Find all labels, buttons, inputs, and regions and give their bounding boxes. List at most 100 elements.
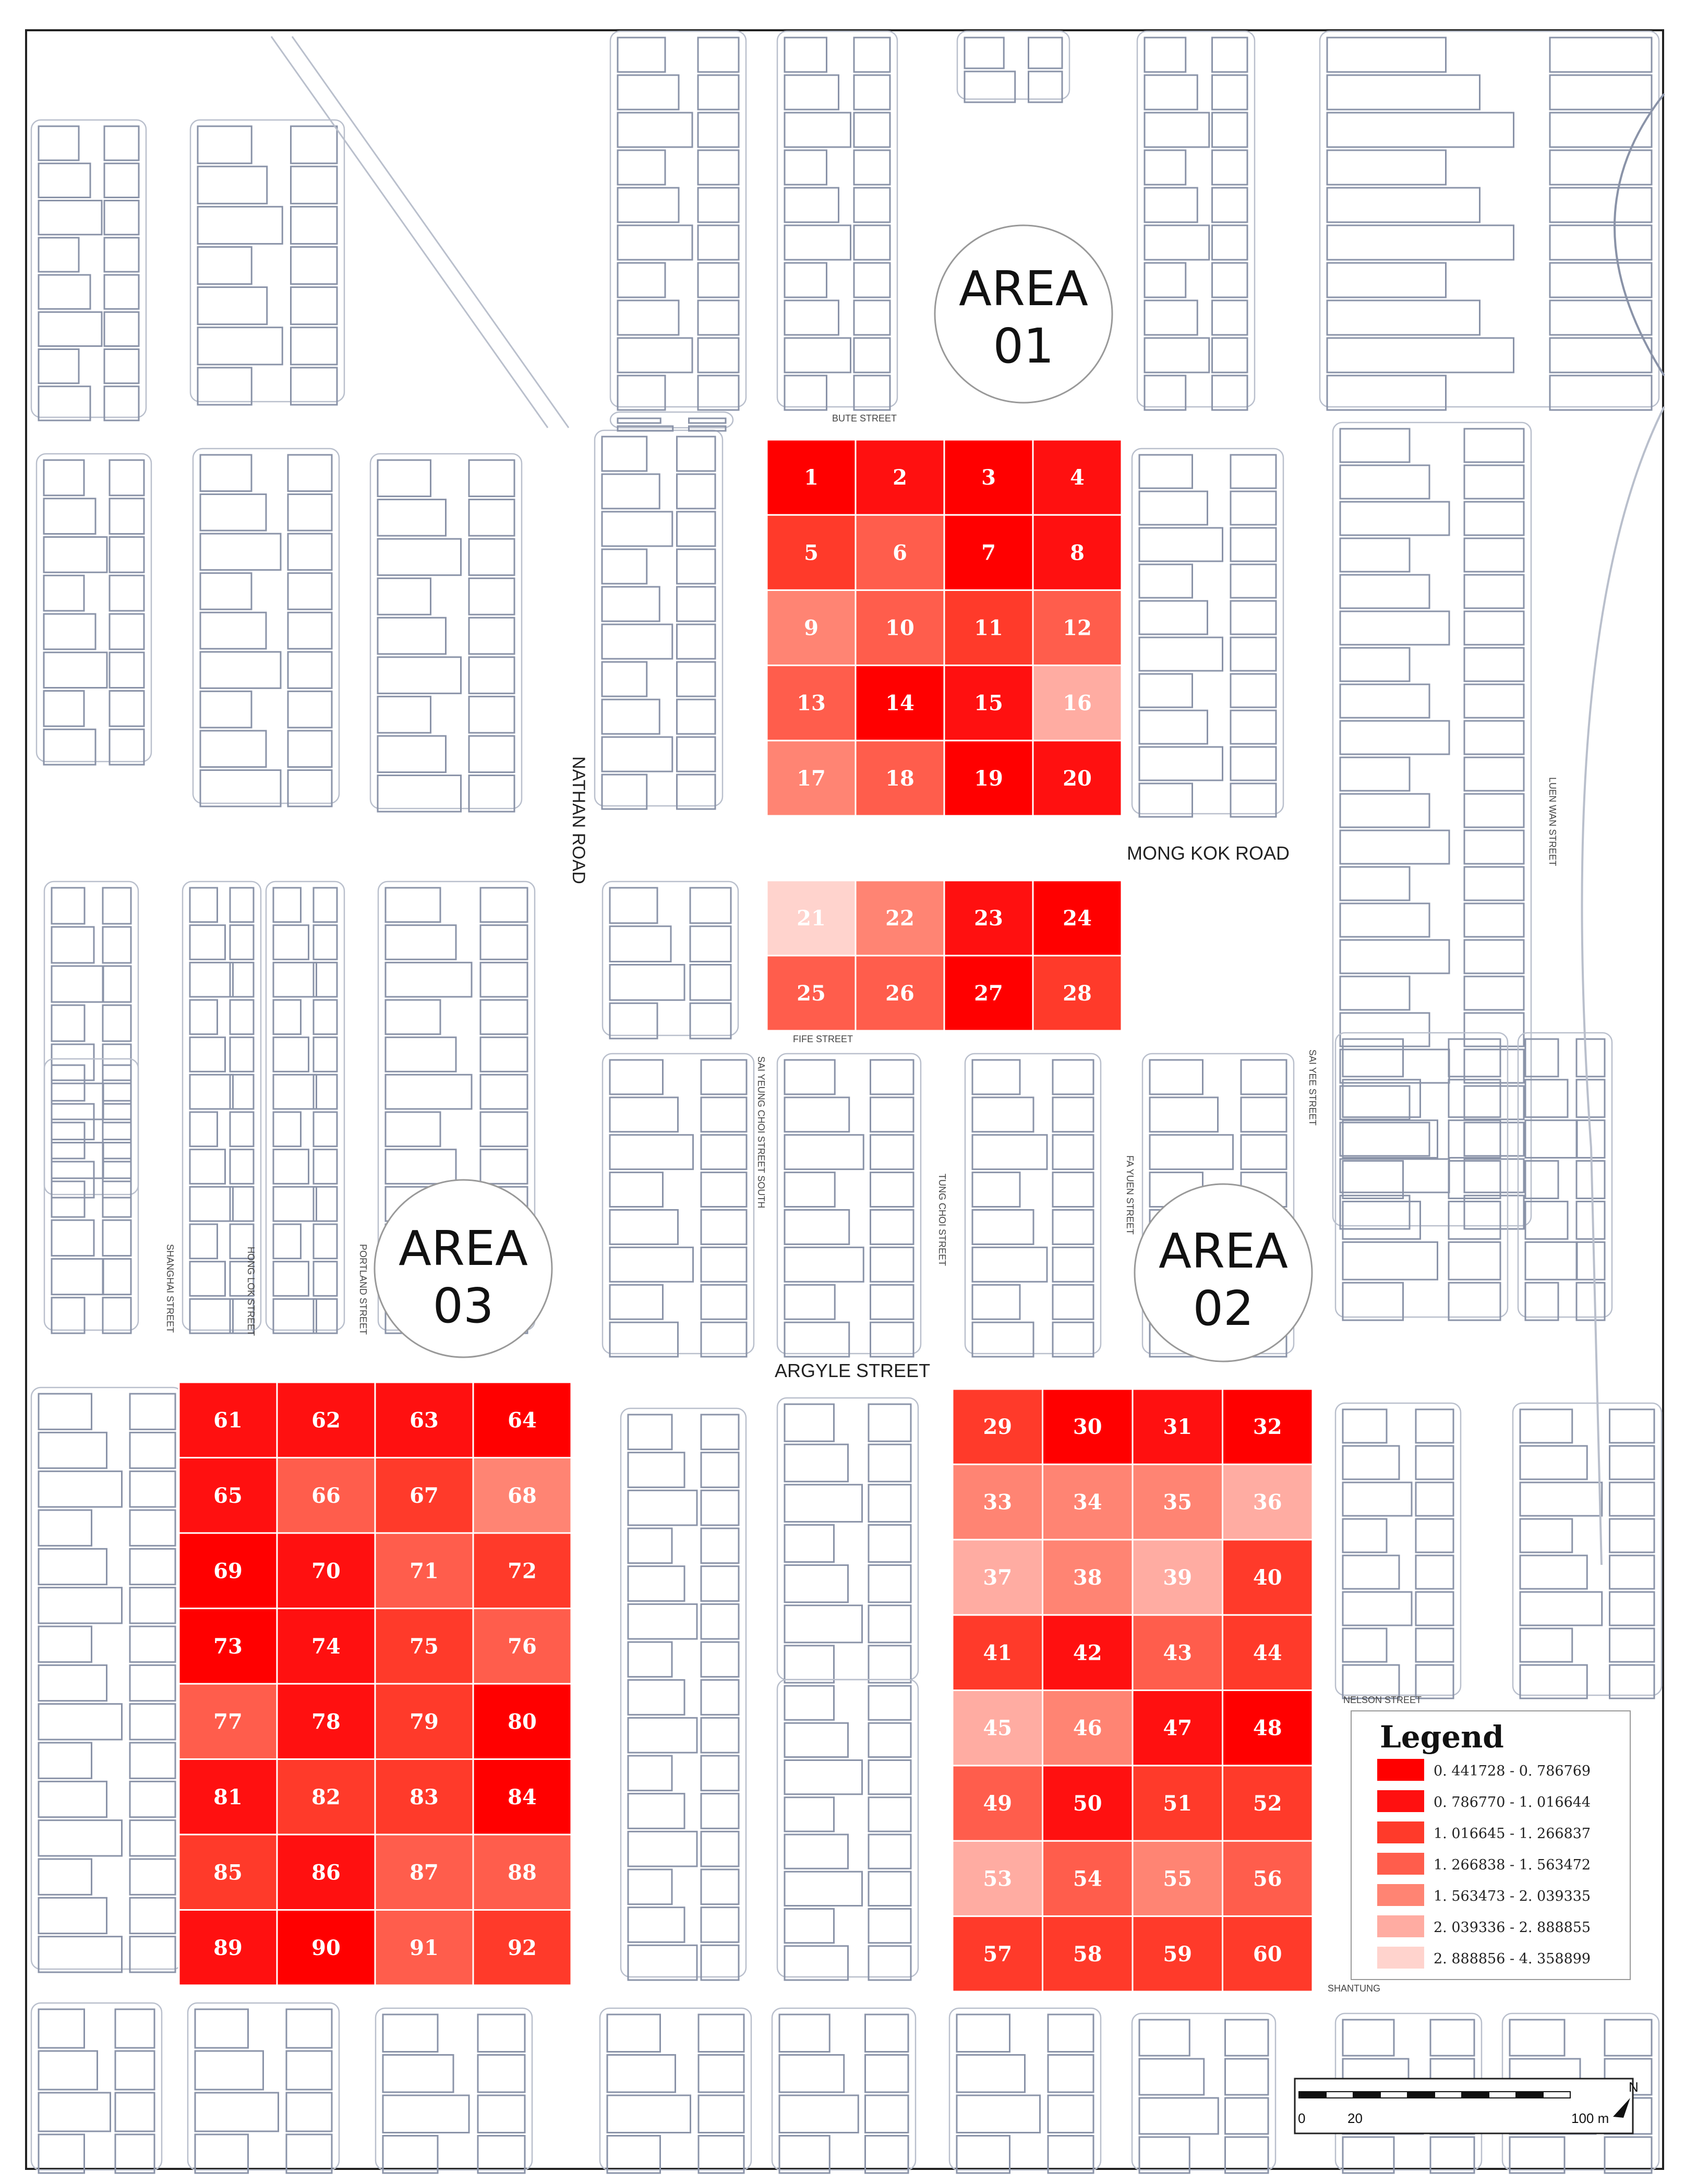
street-label-fife: FIFE STREET: [793, 1034, 853, 1044]
grid-cell-25: [766, 955, 857, 1032]
city-block: [594, 429, 724, 810]
grid-cell-number-24: 24: [1063, 906, 1092, 931]
grid-cell-number-49: 49: [983, 1791, 1012, 1816]
legend-item: 1. 016645 - 1. 266837: [1377, 1821, 1591, 1843]
grid-cell-number-72: 72: [508, 1559, 537, 1583]
grid-cell-number-15: 15: [974, 691, 1003, 716]
city-block: [265, 880, 345, 1334]
area-label-line1: AREA: [959, 261, 1088, 317]
scale-segment: [1488, 2091, 1516, 2098]
grid-cell-number-54: 54: [1073, 1866, 1102, 1891]
grid-cell-38: [1042, 1539, 1134, 1616]
grid-cell-number-80: 80: [508, 1709, 537, 1734]
grid-cell-52: [1222, 1765, 1314, 1842]
grid-cell-86: [276, 1833, 376, 1911]
city-block: [771, 2007, 917, 2174]
city-block: [43, 880, 139, 1199]
grid-cell-number-7: 7: [981, 540, 996, 565]
grid-cell-number-78: 78: [311, 1709, 341, 1734]
north-label: N: [1629, 2079, 1639, 2095]
legend-item: 2. 039336 - 2. 888855: [1377, 1915, 1591, 1937]
grid-cell-number-85: 85: [213, 1860, 243, 1885]
legend-label: 1. 016645 - 1. 266837: [1434, 1826, 1591, 1842]
grid-cell-57: [952, 1915, 1043, 1993]
city-block: [1334, 1032, 1509, 1321]
grid-cell-23: [943, 879, 1034, 957]
grid-cell-87: [374, 1833, 474, 1911]
grid-cell-69: [178, 1532, 278, 1609]
scale-segment: [1407, 2091, 1435, 2098]
street-label-shanghai: SHANGHAI STREET: [165, 1244, 175, 1333]
scale-segment: [1434, 2091, 1462, 2098]
city-block: [776, 1679, 919, 1981]
grid-cell-number-83: 83: [410, 1785, 439, 1809]
grid-area-01: 21 22 23 24 25 26 27 28: [766, 879, 1123, 1032]
grid-cell-number-25: 25: [797, 981, 826, 1006]
grid-cell-1: [766, 439, 857, 516]
grid-cell-85: [178, 1833, 278, 1911]
grid-cell-number-34: 34: [1073, 1490, 1102, 1515]
city-block: [192, 448, 340, 807]
grid-cell-number-60: 60: [1253, 1942, 1282, 1966]
grid-cell-72: [472, 1532, 572, 1609]
scale-label-100m: 100 m: [1571, 2110, 1609, 2126]
grid-cell-number-2: 2: [893, 465, 907, 490]
scale-segment: [1543, 2091, 1571, 2098]
grid-cell-36: [1222, 1463, 1314, 1541]
area-label-line2: 03: [432, 1278, 494, 1334]
grid-cell-67: [374, 1457, 474, 1534]
grid-cell-11: [943, 589, 1034, 667]
city-block: [1517, 1032, 1613, 1321]
scale-bar-segments: [1298, 2091, 1571, 2098]
grid-cell-9: [766, 589, 857, 667]
area-label-line1: AREA: [399, 1221, 528, 1276]
legend-items: 0. 441728 - 0. 786769 0. 786770 - 1. 0166…: [1377, 1759, 1591, 1969]
street-label-hong-lok: HONG LOK STREET: [246, 1247, 256, 1336]
grid-cell-number-37: 37: [983, 1565, 1012, 1590]
grid-cell-number-12: 12: [1063, 616, 1092, 641]
city-block: [182, 880, 262, 1334]
city-block: [1319, 30, 1660, 411]
grid-cell-70: [276, 1532, 376, 1609]
legend-label: 1. 563473 - 2. 039335: [1434, 1888, 1591, 1904]
grid-cell-30: [1042, 1388, 1134, 1465]
diagonal-road: [270, 36, 549, 428]
grid-cell-55: [1132, 1840, 1223, 1917]
grid-cell-number-19: 19: [974, 766, 1003, 791]
city-block: [776, 30, 898, 411]
street-labels: BUTE STREET NATHAN ROAD MONG KOK ROAD FI…: [165, 413, 1558, 1994]
grid-cell-number-26: 26: [885, 981, 914, 1006]
grid-cell-number-92: 92: [508, 1936, 537, 1960]
grid-cell-number-84: 84: [508, 1785, 537, 1809]
grid-cell-number-4: 4: [1070, 465, 1085, 490]
grid-cell-number-43: 43: [1163, 1640, 1192, 1665]
legend-title: Legend: [1380, 1719, 1504, 1755]
grid-cell-64: [472, 1381, 572, 1458]
grid-cell-number-64: 64: [508, 1408, 537, 1432]
grid-cell-24: [1032, 879, 1123, 957]
grid-cell-number-58: 58: [1073, 1942, 1102, 1966]
grid-cell-4: [1032, 439, 1123, 516]
grid-cell-47: [1132, 1690, 1223, 1767]
grid-cell-88: [472, 1833, 572, 1911]
area-circle: [1134, 1183, 1313, 1362]
legend-item: 0. 786770 - 1. 016644: [1377, 1790, 1591, 1812]
grid-cell-number-6: 6: [893, 540, 907, 565]
grid-cell-number-59: 59: [1163, 1942, 1192, 1966]
grid-cell-number-11: 11: [974, 616, 1003, 641]
grid-cell-number-55: 55: [1163, 1866, 1192, 1891]
area-label-line2: 01: [993, 318, 1054, 374]
street-label-shantung: SHANTUNG: [1328, 1983, 1380, 1994]
grid-cell-83: [374, 1758, 474, 1836]
grid-cell-number-73: 73: [213, 1634, 243, 1659]
grid-cell-76: [472, 1608, 572, 1685]
grid-cell-79: [374, 1683, 474, 1760]
grid-cell-number-57: 57: [983, 1942, 1012, 1966]
grid-cell-number-74: 74: [311, 1634, 341, 1659]
grid-cell-number-67: 67: [410, 1483, 439, 1508]
grid-cell-20: [1032, 740, 1123, 817]
legend-swatch: [1377, 1915, 1424, 1937]
grid-cell-number-90: 90: [311, 1936, 341, 1960]
